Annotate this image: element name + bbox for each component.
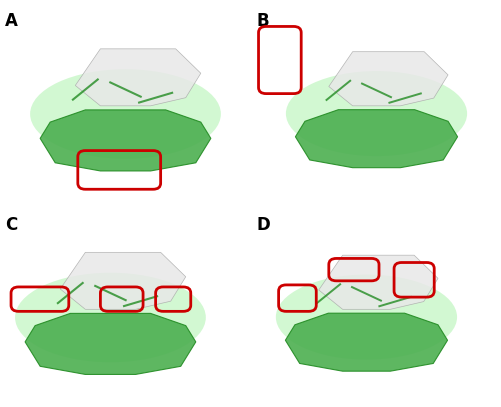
- Polygon shape: [328, 52, 447, 106]
- Bar: [250, 0, 501, 204]
- Bar: [0, 0, 250, 204]
- Bar: [250, 204, 501, 407]
- Text: A: A: [5, 12, 18, 30]
- Polygon shape: [60, 252, 185, 309]
- Text: C: C: [5, 216, 17, 234]
- Ellipse shape: [286, 71, 466, 156]
- Bar: [0, 204, 250, 407]
- Ellipse shape: [30, 69, 220, 159]
- Polygon shape: [75, 49, 200, 106]
- Text: D: D: [256, 216, 269, 234]
- Ellipse shape: [15, 273, 205, 362]
- Polygon shape: [25, 313, 195, 374]
- Ellipse shape: [276, 274, 456, 360]
- Polygon shape: [318, 255, 437, 309]
- Polygon shape: [40, 110, 210, 171]
- Text: B: B: [256, 12, 268, 30]
- Polygon shape: [295, 109, 457, 168]
- Polygon shape: [285, 313, 447, 371]
